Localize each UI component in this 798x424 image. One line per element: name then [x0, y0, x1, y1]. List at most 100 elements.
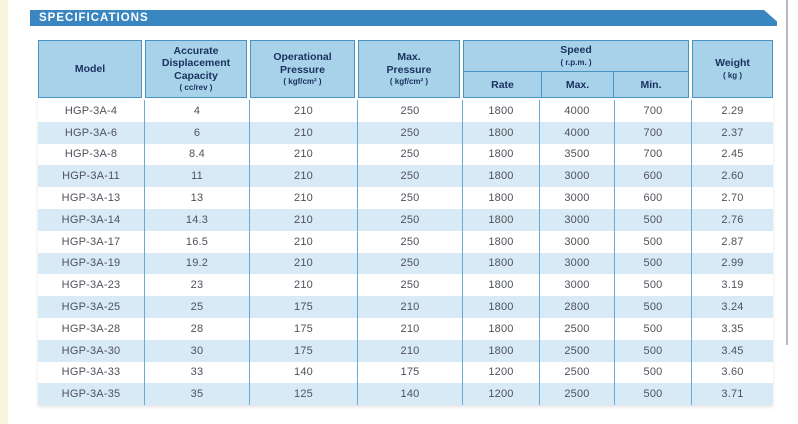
cell-op-pressure: 210 [250, 252, 358, 275]
cell-min: 700 [615, 100, 692, 122]
cell-op-pressure: 210 [250, 274, 358, 297]
cell-weight: 2.99 [721, 257, 744, 270]
cell-model: HGP-3A-6 [38, 121, 145, 144]
header-model-label: Model [74, 62, 106, 75]
table-row: HGP-3A-35 35 125 140 1200 2500 500 3.71 [38, 383, 773, 406]
cell-weight: 3.71 [721, 388, 744, 401]
table-row: HGP-3A-30 30 175 210 1800 2500 500 3.45 [38, 339, 773, 362]
cell-max-pressure: 250 [358, 187, 463, 209]
cell-max: 2500 [540, 383, 615, 406]
cell-capacity: 14.3 [145, 208, 250, 231]
cell-max-pressure: 250 [358, 100, 463, 122]
cell-capacity: 4 [145, 100, 250, 122]
cell-rate: 1200 [463, 361, 540, 384]
specifications-banner: SPECIFICATIONS [30, 10, 777, 26]
cell-model: HGP-3A-19 [38, 252, 145, 275]
cell-weight: 2.70 [721, 192, 744, 205]
cell-op-pressure: 175 [250, 296, 358, 318]
table-row: HGP-3A-33 33 140 175 1200 2500 500 3.60 [38, 361, 773, 384]
header-max: Max. [541, 72, 614, 97]
cell-max-pressure: 250 [358, 208, 463, 231]
header-capacity-label: Accurate Displacement Capacity [161, 44, 231, 82]
header-weight-unit: ( kg ) [722, 70, 743, 80]
cell-max: 3000 [540, 208, 615, 231]
header-speed-unit: ( r.p.m. ) [560, 57, 592, 67]
header-operational-pressure-unit: ( kgf/cm² ) [283, 76, 322, 86]
cell-model: HGP-3A-17 [38, 230, 145, 253]
cell-capacity: 11 [145, 165, 250, 188]
cell-max: 3000 [540, 274, 615, 297]
cell-op-pressure: 210 [250, 208, 358, 231]
cell-capacity: 35 [145, 383, 250, 406]
table-row: HGP-3A-6 6 210 250 1800 4000 700 2.37 [38, 121, 773, 144]
cell-op-pressure: 210 [250, 143, 358, 166]
table-row: HGP-3A-11 11 210 250 1800 3000 600 2.60 [38, 165, 773, 188]
cell-capacity: 25 [145, 296, 250, 318]
cell-max-pressure: 250 [358, 143, 463, 166]
header-max-pressure-label: Max. Pressure [386, 51, 432, 76]
cell-rate: 1800 [463, 187, 540, 209]
cell-max-pressure: 140 [358, 383, 463, 406]
header-capacity-unit: ( cc/rev ) [179, 83, 213, 93]
table-row: HGP-3A-25 25 175 210 1800 2800 500 3.24 [38, 296, 773, 318]
cell-weight: 3.24 [721, 301, 744, 314]
header-speed-group: Speed ( r.p.m. ) Rate Max. Min. [463, 40, 689, 98]
table-row: HGP-3A-19 19.2 210 250 1800 3000 500 2.99 [38, 252, 773, 275]
cell-op-pressure: 210 [250, 121, 358, 144]
cell-model: HGP-3A-30 [38, 339, 145, 362]
page-edge-strip [0, 0, 8, 424]
cell-min: 500 [615, 208, 692, 231]
cell-max: 2500 [540, 361, 615, 384]
cell-min: 500 [615, 296, 692, 318]
cell-capacity: 16.5 [145, 230, 250, 253]
cell-weight: 3.19 [721, 279, 744, 292]
cell-model: HGP-3A-25 [38, 296, 145, 318]
cell-weight: 3.35 [721, 322, 744, 335]
cell-model: HGP-3A-33 [38, 361, 145, 384]
cell-rate: 1800 [463, 143, 540, 166]
cell-max: 2500 [540, 317, 615, 340]
cell-weight: 2.29 [721, 104, 744, 117]
header-operational-pressure: Operational Pressure ( kgf/cm² ) [250, 40, 355, 98]
header-capacity: Accurate Displacement Capacity ( cc/rev … [145, 40, 247, 98]
cell-max-pressure: 250 [358, 121, 463, 144]
cell-model: HGP-3A-23 [38, 274, 145, 297]
cell-min: 500 [615, 339, 692, 362]
cell-max-pressure: 210 [358, 296, 463, 318]
cell-max-pressure: 175 [358, 361, 463, 384]
cell-max: 4000 [540, 100, 615, 122]
cell-max-pressure: 210 [358, 317, 463, 340]
header-max-pressure-unit: ( kgf/cm² ) [389, 76, 429, 86]
cell-rate: 1800 [463, 339, 540, 362]
cell-max: 3000 [540, 252, 615, 275]
cell-max-pressure: 250 [358, 230, 463, 253]
cell-capacity: 6 [145, 121, 250, 144]
cell-weight: 2.60 [721, 170, 744, 183]
cell-weight: 2.76 [721, 213, 744, 226]
cell-min: 600 [615, 187, 692, 209]
cell-weight: 2.87 [721, 235, 744, 248]
cell-min: 500 [615, 317, 692, 340]
header-rate-label: Rate [491, 78, 514, 91]
header-speed-subrow: Rate Max. Min. [464, 72, 688, 97]
cell-op-pressure: 210 [250, 100, 358, 122]
cell-rate: 1800 [463, 296, 540, 318]
table-row: HGP-3A-28 28 175 210 1800 2500 500 3.35 [38, 317, 773, 340]
cell-capacity: 30 [145, 339, 250, 362]
header-weight: Weight ( kg ) [692, 40, 773, 98]
cell-max: 3000 [540, 165, 615, 188]
cell-model: HGP-3A-8 [38, 143, 145, 166]
header-speed-label: Speed [560, 44, 592, 57]
cell-op-pressure: 210 [250, 165, 358, 188]
cell-rate: 1800 [463, 230, 540, 253]
header-operational-pressure-label: Operational Pressure [273, 51, 332, 76]
cell-model: HGP-3A-35 [38, 383, 145, 406]
cell-capacity: 23 [145, 274, 250, 297]
cell-op-pressure: 140 [250, 361, 358, 384]
cell-rate: 1800 [463, 317, 540, 340]
cell-min: 500 [615, 274, 692, 297]
header-max-label: Max. [565, 78, 590, 91]
cell-max: 4000 [540, 121, 615, 144]
cell-max-pressure: 210 [358, 339, 463, 362]
header-speed: Speed ( r.p.m. ) [464, 41, 688, 72]
